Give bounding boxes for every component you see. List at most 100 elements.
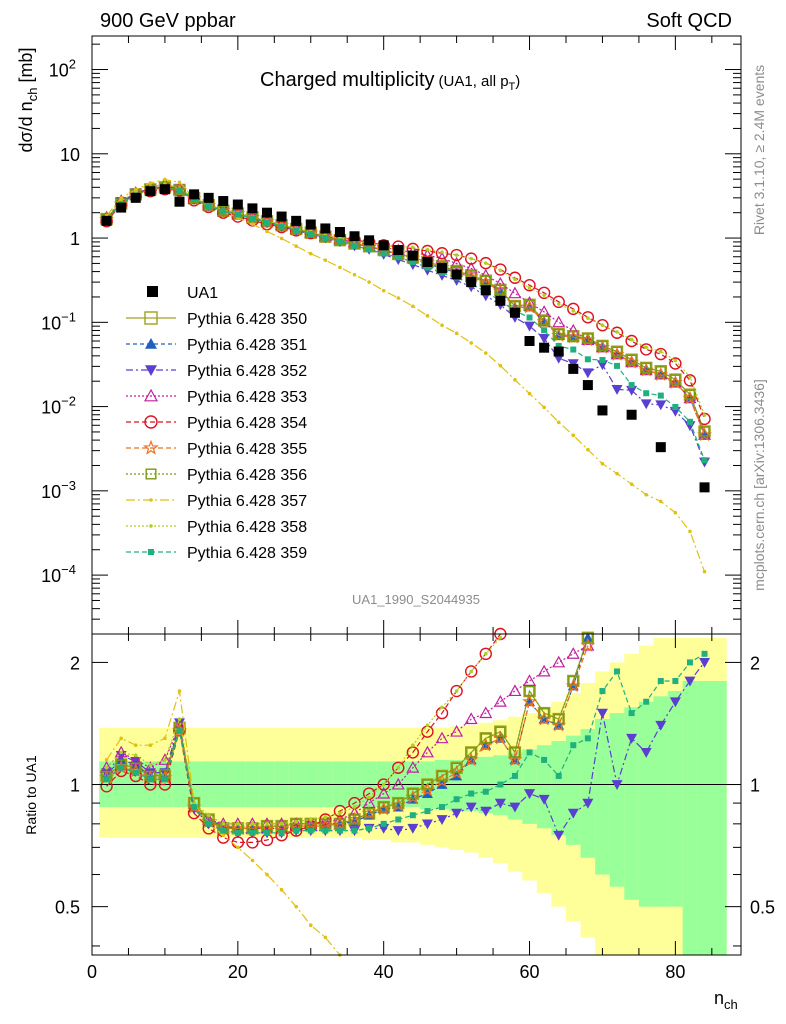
legend-marker [145, 468, 157, 480]
band-green [595, 719, 611, 875]
series-4-point [669, 357, 682, 370]
legend-label: Pythia 6.428 350 [187, 311, 307, 328]
series-7-point [265, 229, 269, 234]
legend-item-6: Pythia 6.428 356 [126, 467, 307, 484]
series-8-ratio-point [323, 815, 328, 820]
series-8-point [411, 245, 415, 250]
series-3-point [508, 286, 522, 299]
series-7-point [673, 510, 678, 515]
series-6-point [684, 389, 696, 400]
series-8-point [586, 316, 590, 320]
series-7-point [338, 265, 342, 270]
legend-item-0: Pythia 6.428 350 [126, 311, 307, 328]
series-9-ratio-point [278, 829, 285, 836]
y-tick-label-main: 1 [70, 229, 80, 249]
series-5-ratio-point [580, 637, 596, 652]
series-9-point [686, 418, 693, 425]
ratio-frame [91, 633, 742, 956]
series-2-ratio-point [509, 802, 521, 813]
series-8-ratio-point [294, 819, 298, 824]
ua1-point [174, 196, 185, 207]
series-2-point [640, 399, 652, 410]
series-5-ratio-point [507, 752, 523, 767]
series-8-point [629, 337, 634, 342]
series-4-ratio-point [479, 647, 492, 661]
series-3-point [581, 333, 595, 346]
ua1-point [218, 196, 229, 207]
legend-marker [145, 338, 157, 349]
series-3-point [450, 256, 464, 269]
legend-marker [144, 311, 158, 325]
series-3-point [493, 276, 507, 289]
series-2-ratio-point [611, 780, 623, 791]
uncertainty-bands [92, 637, 741, 955]
series-9-ratio-point [205, 820, 212, 827]
series-9-ratio-point [570, 742, 577, 749]
y-tick-label-main: 10−1 [41, 309, 76, 333]
ua1-point [393, 245, 404, 256]
series-6-point [539, 315, 550, 326]
series-7-point [119, 196, 123, 200]
series-9-ratio-point [628, 710, 635, 717]
series-4-point [537, 286, 551, 300]
band-green [682, 680, 698, 955]
series-9-point [293, 227, 300, 234]
series-9-point [628, 382, 635, 389]
series-6-ratio-point [436, 770, 448, 782]
series-7-point [279, 236, 284, 241]
legend-label: Pythia 6.428 356 [187, 467, 307, 484]
series-4-point [508, 271, 522, 284]
series-2-ratio-point [436, 815, 448, 825]
ua1-point [495, 295, 506, 306]
series-9-ratio-point [234, 829, 241, 836]
y-tick-label-main: 102 [49, 57, 76, 81]
series-2-ratio-point [480, 806, 492, 817]
process-label: Soft QCD [646, 10, 732, 32]
ua1-point [553, 346, 564, 357]
ua1-point [145, 186, 156, 197]
series-2-ratio-point [669, 697, 681, 708]
ua1-point [364, 235, 375, 246]
series-7-ratio-point [119, 736, 123, 741]
series-9-ratio-point [526, 749, 533, 756]
legend-item-7: Pythia 6.428 357 [126, 493, 307, 510]
series-3-ratio-point [450, 724, 464, 737]
series-9-ratio-point [643, 698, 650, 705]
series-9-point [541, 327, 548, 334]
legend-label: UA1 [187, 285, 218, 302]
band-green [551, 741, 567, 836]
series-4-point [640, 343, 653, 356]
series-8-point [498, 268, 503, 273]
series-4-line [106, 188, 706, 420]
series-8-ratio-point [221, 822, 226, 826]
series-3-point [639, 363, 653, 376]
series-4-ratio-point [377, 778, 390, 791]
series-3-ratio-point [377, 786, 391, 799]
series-9-ratio-point [453, 796, 460, 803]
ua1-point [480, 285, 491, 296]
series-9-point [366, 246, 373, 253]
ua1-point [203, 192, 214, 203]
series-8-ratio-point [163, 758, 167, 762]
series-7-point [542, 405, 546, 410]
legend-label: Pythia 6.428 359 [187, 545, 307, 562]
ratio-series-layer [99, 627, 711, 957]
x-tick-label: 40 [374, 962, 394, 982]
series-6-ratio-point [364, 808, 375, 819]
series-2-ratio-point [553, 830, 565, 841]
series-2-point [626, 385, 638, 396]
analysis-label: UA1_1990_S2044935 [352, 592, 480, 607]
x-tick-label: 20 [228, 962, 248, 982]
series-7-point [323, 258, 328, 262]
ua1-point [437, 263, 448, 274]
series-9-point [599, 357, 606, 364]
legend-marker [149, 524, 153, 528]
ua1-point [626, 409, 637, 420]
series-9-ratio-point [672, 677, 679, 684]
series-1-ratio-point [582, 632, 594, 643]
series-7-ratio-point [133, 743, 138, 748]
series-9-ratio-point [468, 790, 475, 797]
series-7-point [250, 222, 255, 226]
series-7-point [440, 323, 444, 328]
band-green [697, 680, 727, 955]
